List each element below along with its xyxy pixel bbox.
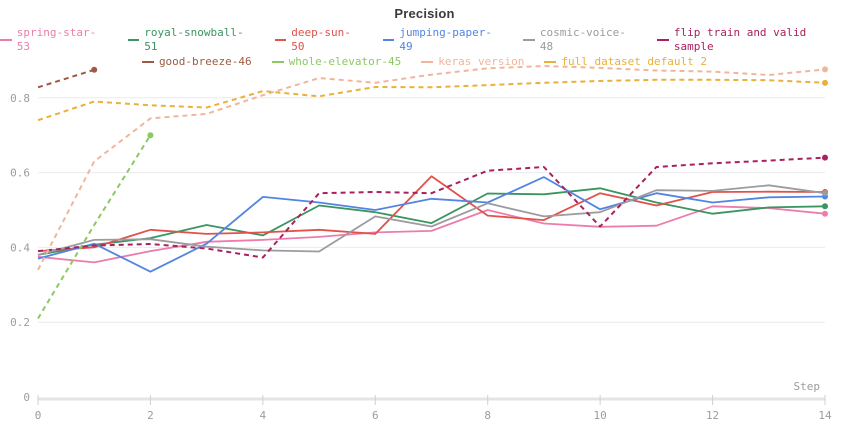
legend-item-label: full dataset default 2 [561,55,708,68]
x-axis-title: Step [794,380,821,393]
series-end-dot-spring-star-53 [822,210,828,217]
legend-item-keras-version[interactable]: keras version [421,55,524,69]
gridlines [38,97,825,323]
legend-dashed-line-icon [544,61,557,63]
legend-solid-line-icon [523,39,535,41]
x-tick-label: 4 [260,409,267,422]
legend-dashed-line-icon [271,61,284,63]
legend-item-spring-star-53[interactable]: spring-star-53 [0,26,108,54]
series-end-dot-whole-elevator-45 [147,132,154,139]
x-tick-label: 8 [484,409,491,422]
y-tick-label: 0.8 [10,92,30,105]
legend-item-whole-elevator-45[interactable]: whole-elevator-45 [271,55,402,69]
series-end-dot-keras-version [822,66,828,73]
x-tick-label: 6 [372,409,379,422]
legend-item-label: good-breeze-46 [158,55,252,68]
series-line-keras-version[interactable] [37,65,828,271]
y-tick-label: 0.6 [10,167,30,180]
legend-item-good-breeze-46[interactable]: good-breeze-46 [141,55,252,69]
x-tick-label: 10 [594,409,607,422]
legend-item-label: flip train and valid sample [673,26,807,53]
series-end-dot-full-dataset-default-2 [822,79,828,86]
series-line-royal-snowball-51[interactable] [37,187,828,256]
legend-item-label: deep-sun-50 [291,26,351,53]
series-line-spring-star-53[interactable] [37,205,828,264]
legend-solid-line-icon [0,39,12,41]
series-end-dot-royal-snowball-51 [822,203,828,210]
series-end-dot-flip-train-and-valid-sample [822,154,828,161]
legend-item-label: royal-snowball-51 [144,26,244,53]
axis-labels: 0.8 0.6 0.4 0.2 00 2 4 6 8 10 12 14 Step [10,92,832,422]
legend-item-jumping-paper-49[interactable]: jumping-paper-49 [382,26,504,54]
legend-dashed-line-icon [421,61,434,63]
series-line-whole-elevator-45[interactable] [37,132,154,320]
series-line-cosmic-voice-48[interactable] [37,184,828,256]
series-line-full-dataset-default-2[interactable] [37,78,828,122]
legend-solid-line-icon [274,39,287,41]
legend-row-2: good-breeze-46 whole-elevator-45 keras ver… [141,55,707,69]
x-tick-label: 0 [35,409,42,422]
y-tick-label: 0.2 [10,316,30,329]
series-end-dot-cosmic-voice-48 [822,190,828,197]
chart-legend: spring-star-53 royal-snowball-51 deep-sun-… [0,26,849,69]
legend-item-label: keras version [438,55,525,68]
series-line-flip-train-and-valid-sample[interactable] [37,154,828,259]
legend-item-deep-sun-50[interactable]: deep-sun-50 [274,26,363,54]
legend-dashed-line-icon [141,61,154,63]
legend-item-label: whole-elevator-45 [288,55,402,68]
legend-row-1: spring-star-53 royal-snowball-51 deep-sun-… [0,26,849,54]
legend-solid-line-icon [382,39,395,41]
legend-item-flip-train-and-valid-sample[interactable]: flip train and valid sample [657,26,849,54]
x-axis [37,395,826,405]
legend-solid-line-icon [127,39,140,41]
legend-item-royal-snowball-51[interactable]: royal-snowball-51 [127,26,255,54]
y-tick-label: 0 [23,391,30,404]
legend-item-cosmic-voice-48[interactable]: cosmic-voice-48 [523,26,637,54]
y-tick-label: 0.4 [10,241,30,254]
legend-item-label: spring-star-53 [16,26,97,53]
x-tick-label: 12 [706,409,719,422]
series-line-good-breeze-46[interactable] [37,66,98,89]
legend-item-label: cosmic-voice-48 [539,26,626,53]
x-tick-label: 14 [818,409,832,422]
legend-item-label: jumping-paper-49 [399,26,493,53]
chart-title: Precision [394,6,455,21]
series-end-dot-good-breeze-46 [91,66,98,73]
legend-dashed-line-icon [657,39,669,41]
x-tick-label: 2 [147,409,154,422]
legend-item-full-dataset-default-2[interactable]: full dataset default 2 [544,55,707,69]
